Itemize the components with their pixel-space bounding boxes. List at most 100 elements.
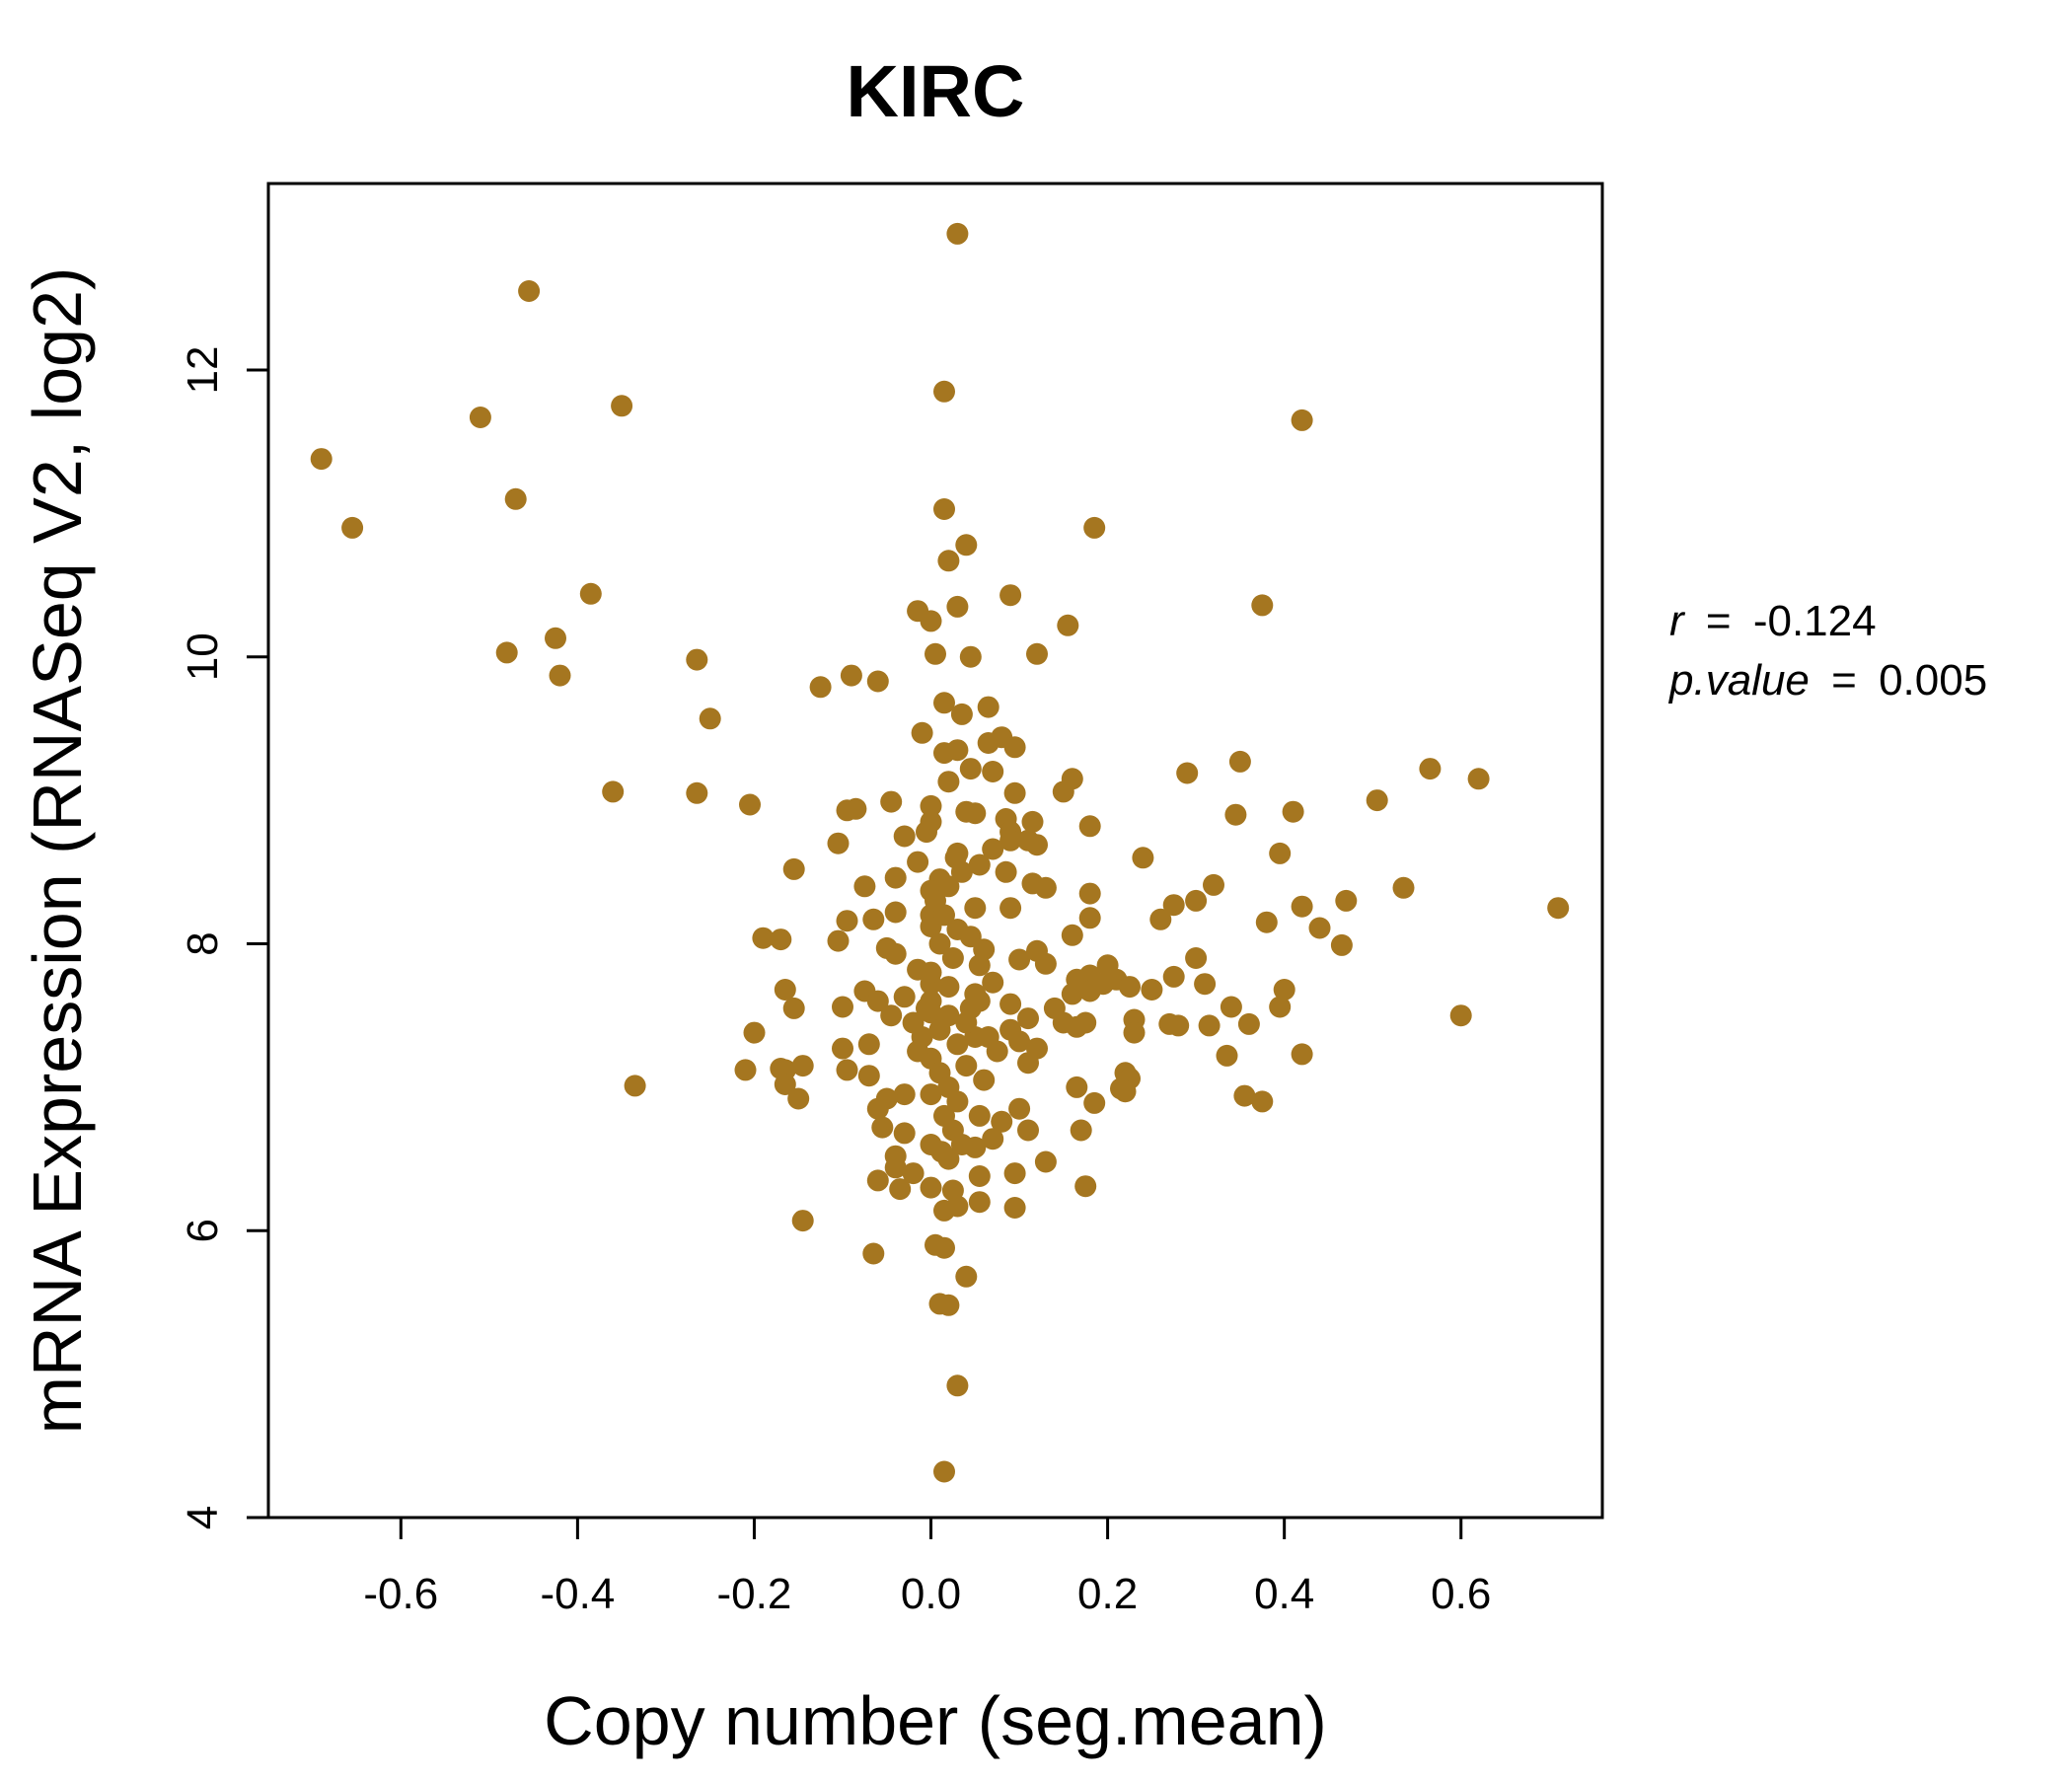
data-point-20 [545,627,566,649]
data-point-202 [902,1162,925,1185]
data-point-100 [836,910,858,932]
data-point-187 [1008,1097,1031,1120]
data-point-116 [1034,952,1057,975]
data-point-52 [1366,789,1388,812]
data-point-77 [907,851,929,873]
data-point-47 [937,771,960,793]
data-point-84 [1203,873,1224,896]
data-point-48 [602,780,625,803]
data-point-29 [809,676,832,699]
data-point-200 [1034,1150,1057,1173]
data-point-98 [1078,907,1101,929]
data-point-229 [937,976,960,999]
data-point-156 [743,1021,766,1044]
data-point-138 [832,996,853,1018]
data-point-8 [341,516,364,539]
data-point-33 [699,707,721,730]
data-point-26 [549,664,571,687]
data-point-128 [774,979,796,1001]
data-point-44 [1176,762,1199,784]
x-tick-label-2: -0.2 [717,1570,792,1618]
data-point-208 [889,1178,912,1201]
data-point-225 [928,1018,951,1041]
p-value: 0.005 [1879,656,1987,705]
data-point-252 [959,926,982,948]
data-point-133 [1061,983,1083,1005]
data-point-124 [1194,973,1217,996]
data-point-72 [1026,834,1048,856]
data-point-127 [1119,976,1141,999]
data-point-91 [1335,889,1358,912]
data-point-240 [946,1090,969,1113]
data-point-88 [1078,882,1101,905]
data-point-256 [944,847,967,869]
data-point-159 [1008,1030,1031,1053]
x-axis-title: Copy number (seg.mean) [544,1682,1327,1759]
data-point-193 [1070,1119,1092,1142]
data-point-257 [964,897,987,920]
p-equals: = [1831,656,1857,705]
data-point-249 [907,1040,929,1063]
data-point-108 [827,929,850,952]
data-point-157 [1123,1021,1146,1044]
data-point-211 [1003,1197,1026,1219]
data-point-115 [1008,948,1031,971]
data-point-109 [1330,933,1353,956]
data-point-194 [893,1122,916,1145]
data-point-146 [1017,1007,1039,1030]
r-equals: = [1706,597,1732,645]
data-point-28 [866,670,889,693]
data-point-189 [968,1104,991,1127]
data-point-23 [925,642,946,665]
x-tick-label-3: 0.0 [901,1570,961,1618]
data-point-204 [1003,1162,1026,1185]
data-point-203 [968,1165,991,1187]
data-point-170 [734,1059,757,1081]
data-point-175 [857,1065,880,1087]
data-point-235 [925,889,946,912]
data-point-207 [1074,1175,1097,1198]
data-point-85 [853,875,876,898]
data-point-222 [933,1460,955,1483]
y-tick-label-2: 8 [179,931,227,955]
data-point-152 [1198,1014,1221,1037]
data-point-140 [1269,996,1292,1018]
data-point-101 [862,908,885,930]
data-point-95 [999,897,1022,920]
data-point-113 [884,942,907,965]
data-point-93 [1162,894,1185,917]
y-tick-label-3: 10 [179,632,227,681]
plot-frame [266,182,1604,1520]
data-point-61 [1224,803,1247,826]
data-point-151 [1167,1014,1190,1037]
data-point-134 [893,986,916,1008]
data-point-145 [880,1004,903,1027]
data-point-250 [973,1069,996,1091]
data-point-18 [920,610,942,632]
data-point-177 [624,1075,646,1097]
data-point-79 [782,857,805,880]
data-point-37 [1003,736,1026,759]
data-point-181 [893,1083,916,1106]
data-point-60 [1282,800,1304,823]
data-point-231 [941,947,964,969]
data-point-132 [1078,980,1101,1002]
data-point-34 [911,721,933,744]
data-point-226 [946,1033,969,1056]
data-point-73 [982,838,1004,860]
data-point-71 [827,832,850,854]
p-label: p.value [1667,656,1810,705]
chart-title: KIRC [847,50,1025,132]
r-value: -0.124 [1753,597,1877,645]
data-point-139 [1220,996,1242,1018]
data-point-0 [946,222,969,245]
data-point-45 [1467,768,1490,790]
data-point-90 [1185,889,1208,912]
data-point-144 [1449,1004,1472,1027]
data-point-19 [1057,614,1079,636]
data-point-105 [1061,924,1083,946]
data-point-96 [884,901,907,924]
data-point-180 [1114,1080,1137,1103]
data-point-7 [504,487,527,510]
